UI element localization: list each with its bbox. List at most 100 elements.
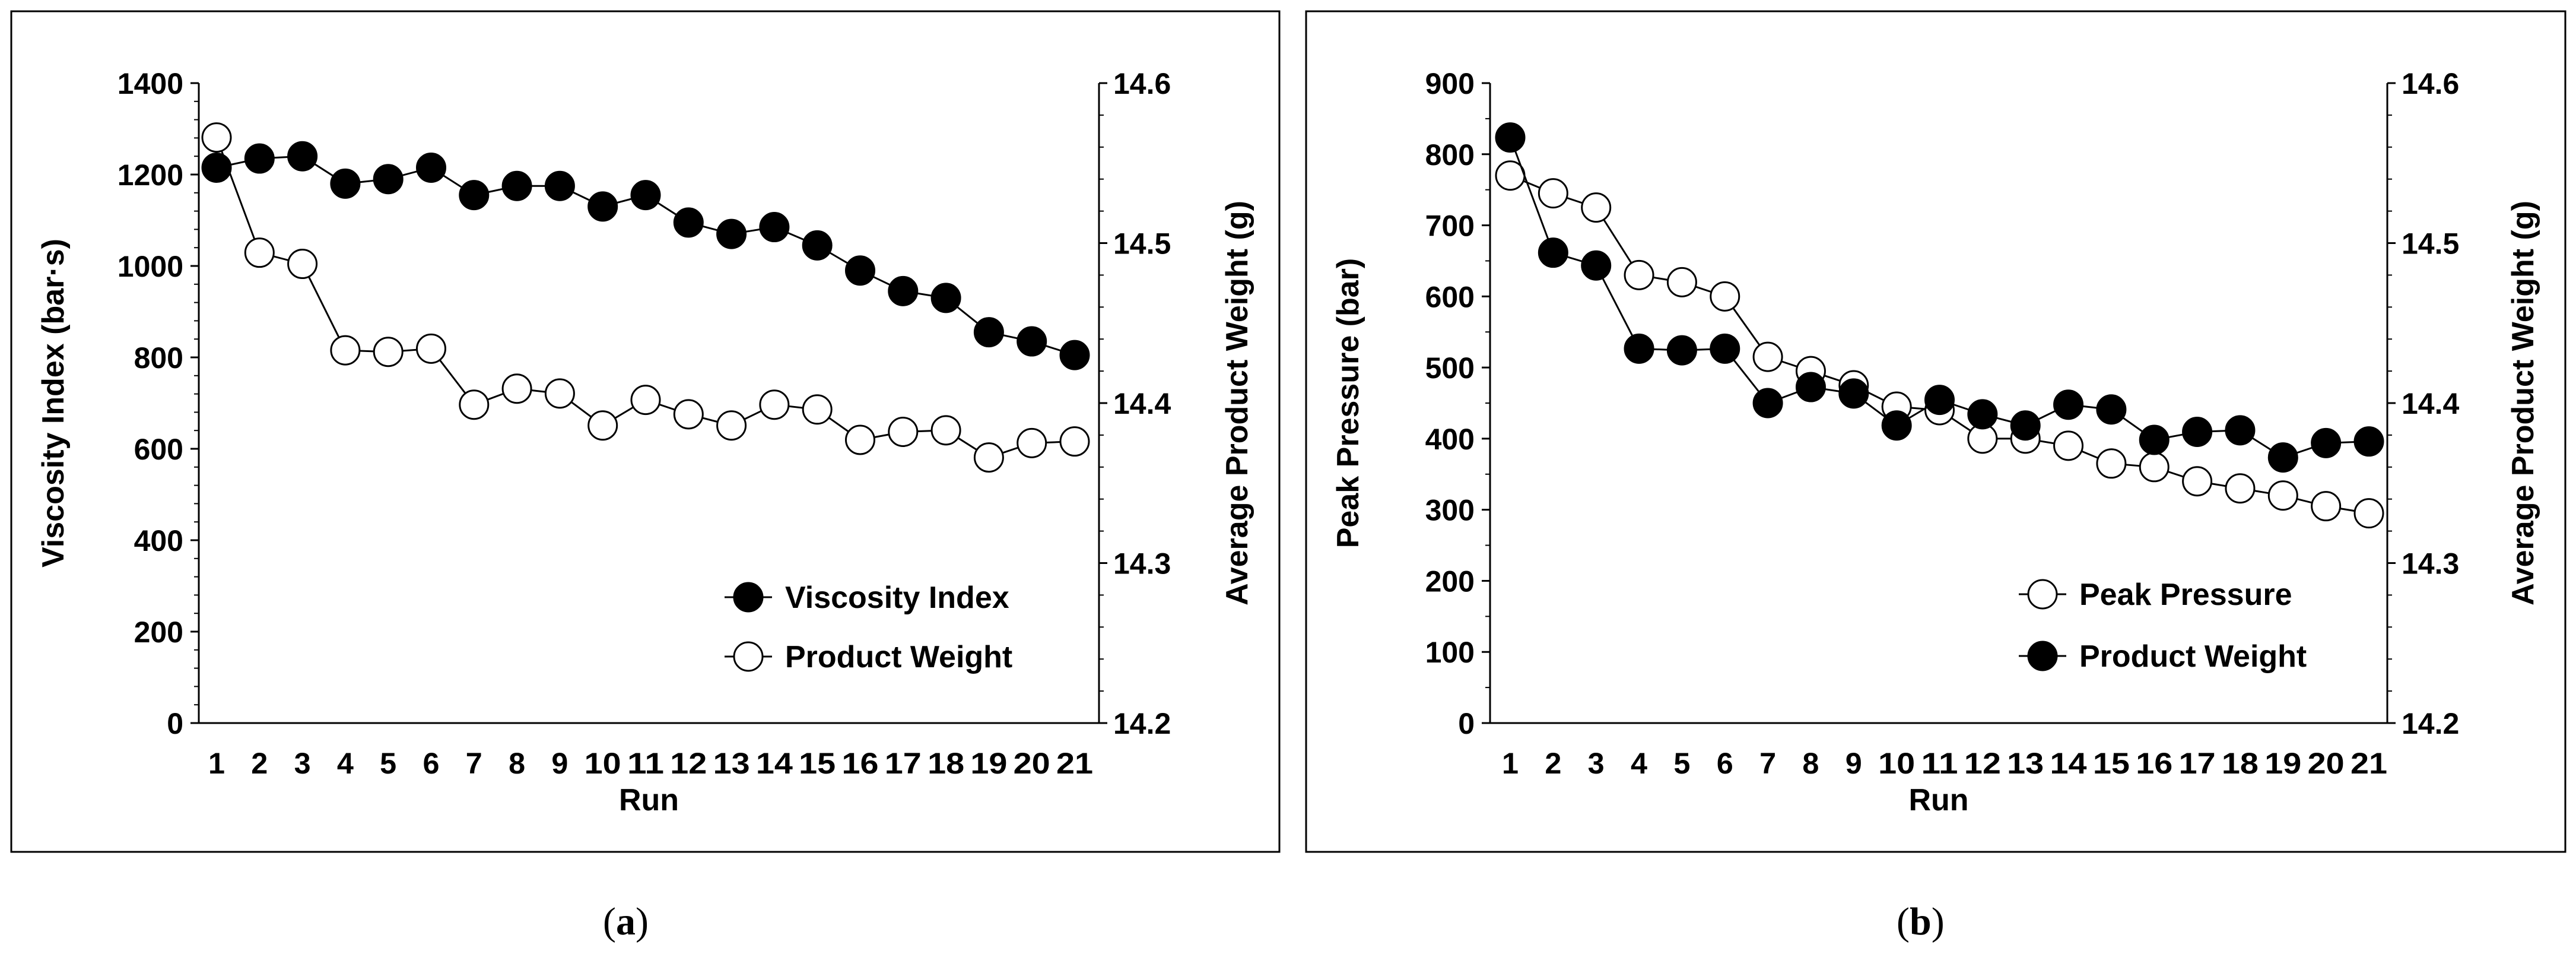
data-point-product-weight (1924, 385, 1955, 416)
x-tick-label: 19 (970, 747, 1007, 780)
legend-marker-viscosity-index (733, 582, 764, 613)
x-tick-label: 12 (1964, 747, 2001, 780)
data-point-product-weight (2311, 427, 2342, 458)
legend-label-viscosity-index: Viscosity Index (785, 581, 1009, 615)
data-point-viscosity-index (544, 170, 575, 201)
x-tick-label: 19 (2264, 747, 2301, 780)
x-axis-title: Run (619, 783, 679, 817)
legend-marker-product-weight (733, 641, 764, 672)
x-tick-label: 20 (1014, 747, 1050, 780)
x-tick-label: 3 (294, 747, 311, 780)
left-tick-label: 900 (1425, 67, 1475, 100)
data-point-viscosity-index (373, 164, 404, 195)
data-point-peak-pressure (2182, 466, 2213, 497)
left-tick-label: 300 (1425, 494, 1475, 527)
x-tick-label: 3 (1588, 747, 1605, 780)
data-point-viscosity-index (287, 141, 318, 172)
data-point-product-weight (1017, 427, 1047, 458)
data-point-product-weight (716, 410, 747, 441)
data-point-viscosity-index (845, 255, 875, 286)
data-point-peak-pressure (2053, 430, 2084, 461)
left-tick-label: 0 (167, 707, 183, 740)
left-tick-label: 1400 (117, 67, 183, 100)
data-point-viscosity-index (973, 317, 1004, 348)
x-tick-label: 4 (337, 747, 354, 780)
x-tick-label: 4 (1631, 747, 1647, 780)
chart-panel-b: 0 100 200 300 400 500 600 700 800 900 14.2 14.3 14.4… (1305, 10, 2567, 853)
data-point-product-weight (1538, 237, 1568, 268)
left-tick-label: 600 (134, 433, 183, 466)
left-tick-label: 200 (1425, 565, 1475, 598)
data-point-product-weight (544, 378, 575, 409)
data-point-peak-pressure (2225, 473, 2256, 504)
data-point-product-weight (845, 424, 875, 455)
data-point-viscosity-index (1059, 340, 1090, 370)
data-point-viscosity-index (673, 207, 704, 238)
x-tick-label: 15 (2093, 747, 2130, 780)
data-point-product-weight (630, 385, 661, 416)
data-point-product-weight (1881, 410, 1912, 441)
data-point-product-weight (373, 337, 404, 367)
data-point-peak-pressure (1624, 259, 1654, 290)
left-tick-label: 400 (1425, 423, 1475, 456)
x-tick-label: 13 (2007, 747, 2044, 780)
x-tick-label: 13 (713, 747, 750, 780)
data-point-viscosity-index (888, 275, 919, 306)
left-tick-label: 1000 (117, 250, 183, 283)
x-tick-label: 12 (670, 747, 707, 780)
data-point-peak-pressure (2311, 491, 2342, 522)
data-point-product-weight (330, 335, 361, 366)
caption-b-letter: b (1909, 900, 1932, 943)
right-tick-label: 14.3 (1113, 547, 1171, 581)
data-point-viscosity-index (1017, 326, 1047, 357)
data-point-peak-pressure (1538, 178, 1568, 209)
legend-marker-product-weight (2027, 641, 2058, 671)
x-tick-label: 10 (1878, 747, 1915, 780)
x-tick-label: 14 (756, 747, 793, 780)
data-point-product-weight (201, 122, 232, 153)
data-point-peak-pressure (2096, 448, 2127, 479)
data-point-product-weight (2182, 417, 2213, 448)
data-point-peak-pressure (2267, 480, 2298, 511)
data-point-product-weight (1624, 333, 1654, 364)
x-tick-label: 18 (928, 747, 964, 780)
data-point-product-weight (1752, 388, 1783, 419)
left-tick-label: 500 (1425, 351, 1475, 385)
data-point-viscosity-index (930, 283, 961, 313)
x-tick-label: 18 (2222, 747, 2259, 780)
data-point-viscosity-index (716, 218, 747, 249)
data-point-product-weight (1059, 426, 1090, 457)
right-tick-label: 14.5 (2402, 227, 2459, 261)
data-point-product-weight (930, 415, 961, 446)
data-point-product-weight (459, 389, 490, 420)
data-point-viscosity-index (501, 170, 532, 201)
data-point-product-weight (973, 442, 1004, 473)
right-axis-title: Average Product Weight (g) (2506, 201, 2540, 606)
right-tick-label: 14.4 (2402, 387, 2460, 420)
x-tick-label: 14 (2050, 747, 2087, 780)
x-tick-label: 5 (380, 747, 396, 780)
data-point-product-weight (2096, 394, 2127, 425)
data-point-product-weight (802, 394, 833, 425)
x-tick-label: 20 (2308, 747, 2345, 780)
data-point-viscosity-index (201, 152, 232, 183)
caption-b: (b) (1897, 900, 1945, 943)
x-tick-label: 16 (842, 747, 879, 780)
left-tick-label: 100 (1425, 636, 1475, 669)
x-tick-label: 1 (208, 747, 225, 780)
x-tick-label: 11 (1921, 747, 1958, 780)
right-tick-label: 14.2 (2402, 707, 2459, 740)
x-tick-label: 21 (2351, 747, 2387, 780)
data-point-product-weight (1967, 399, 1998, 430)
left-axis-title: Viscosity Index (bar·s) (36, 239, 71, 568)
chart-panel-a: 0 200 400 600 800 1000 1200 1400 14.2 14.3 14.4 14.… (10, 10, 1281, 853)
right-axis-title: Average Product Weight (g) (1220, 201, 1254, 606)
data-point-viscosity-index (759, 212, 790, 243)
left-tick-label: 800 (134, 341, 183, 375)
legend-label-peak-pressure: Peak Pressure (2079, 578, 2292, 612)
data-point-viscosity-index (244, 143, 275, 174)
data-point-viscosity-index (459, 180, 490, 211)
data-point-product-weight (888, 417, 919, 448)
data-point-product-weight (2353, 426, 2384, 457)
x-tick-label: 7 (466, 747, 482, 780)
